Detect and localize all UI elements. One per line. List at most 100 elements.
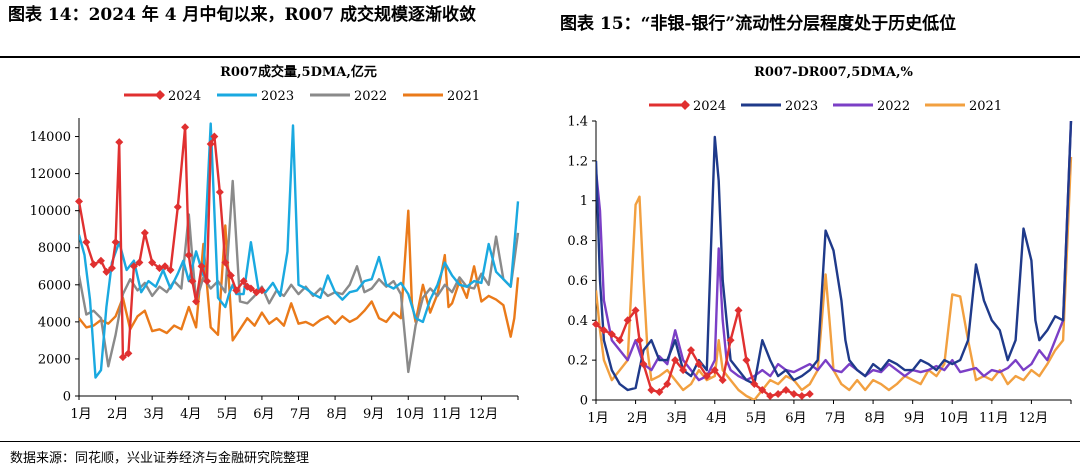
data-point-2024 (647, 386, 656, 395)
x-tick-label: 6月 (785, 411, 806, 426)
y-tick-label: 14000 (30, 130, 71, 145)
data-point-2024 (173, 202, 182, 211)
legend-entry-2022: 2022 (310, 89, 387, 104)
data-point-2024 (805, 390, 814, 399)
y-tick-label: 1.2 (567, 154, 588, 169)
data-point-2024 (82, 238, 91, 247)
x-tick-label: 9月 (363, 407, 384, 422)
y-tick-label: 1.4 (567, 115, 588, 130)
data-point-2024 (215, 188, 224, 197)
data-point-2024 (115, 138, 124, 147)
legend-entry-2024: 2024 (124, 89, 201, 104)
x-tick-label: 9月 (904, 411, 925, 426)
legend-label: 2023 (261, 89, 294, 104)
data-point-2024 (655, 388, 664, 397)
legend-entry-2021: 2021 (403, 89, 480, 104)
y-tick-label: 12000 (30, 167, 71, 182)
figure-title-left: 图表 14：2024 年 4 月中旬以来，R007 成交规模逐渐收敛 (8, 5, 477, 25)
data-point-2024 (232, 286, 241, 295)
series-line-2021 (596, 156, 1073, 400)
x-tick-label: 10月 (395, 407, 425, 422)
data-point-2024 (221, 258, 230, 267)
data-point-2024 (607, 330, 616, 339)
data-point-2024 (203, 277, 212, 286)
data-point-2024 (631, 306, 640, 315)
x-tick-label: 4月 (706, 411, 727, 426)
series-line-2022 (79, 179, 520, 374)
data-point-2024 (742, 356, 751, 365)
legend-entry-2024: 2024 (649, 99, 726, 114)
x-tick-label: 1月 (587, 411, 608, 426)
data-point-2024 (758, 386, 767, 395)
data-point-2024 (635, 336, 644, 345)
x-tick-label: 12月 (1019, 411, 1049, 426)
data-point-2024 (129, 262, 138, 271)
x-tick-label: 10月 (939, 411, 969, 426)
data-point-2024 (639, 360, 648, 369)
data-point-2024 (766, 392, 775, 401)
data-point-2024 (663, 380, 672, 389)
legend-entry-2022: 2022 (833, 99, 910, 114)
data-point-2024 (210, 132, 219, 141)
x-tick-label: 12月 (469, 407, 499, 422)
data-point-2024 (797, 392, 806, 401)
data-point-2024 (188, 277, 197, 286)
data-point-2024 (124, 349, 133, 358)
data-point-2024 (592, 320, 600, 329)
chart-title: R007成交量,5DMA,亿元 (220, 64, 377, 80)
legend-label: 2021 (969, 99, 1002, 114)
x-tick-label: 2月 (627, 411, 648, 426)
y-tick-label: 6000 (38, 278, 71, 293)
x-tick-label: 8月 (864, 411, 885, 426)
y-tick-label: 1 (580, 194, 588, 209)
data-point-2024 (206, 139, 215, 148)
legend-marker (680, 100, 690, 110)
series-line-2023 (79, 122, 520, 379)
data-point-2024 (118, 353, 127, 362)
r007-volume-chart: R007成交量,5DMA,亿元 2024 2023 2022 2021 0 2000 4000… (30, 64, 520, 422)
data-source-note: 数据来源：同花顺，兴业证券经济与金融研究院整理 (10, 451, 310, 466)
y-tick-label: 2000 (38, 352, 71, 367)
series-line-2021 (79, 209, 520, 342)
series-line-2023 (596, 120, 1073, 392)
y-tick-label: 0.8 (567, 234, 588, 249)
data-point-2024 (192, 297, 201, 306)
x-tick-label: 3月 (667, 411, 688, 426)
y-tick-label: 4000 (38, 315, 71, 330)
legend-label: 2021 (447, 89, 480, 104)
legend-entry-2021: 2021 (925, 99, 1002, 114)
figure-title-right: 图表 15：“非银-银行”流动性分层程度处于历史低位 (560, 14, 957, 34)
x-tick-label: 3月 (144, 407, 165, 422)
data-point-2024 (75, 197, 83, 206)
data-point-2024 (750, 380, 759, 389)
legend-marker (155, 90, 165, 100)
y-tick-label: 0.6 (567, 274, 588, 289)
x-tick-label: 4月 (180, 407, 201, 422)
y-tick-label: 8000 (38, 241, 71, 256)
data-point-2024 (718, 376, 727, 385)
data-point-2024 (135, 258, 144, 267)
data-point-2024 (694, 360, 703, 369)
legend-label: 2024 (168, 89, 201, 104)
x-tick-label: 5月 (217, 407, 238, 422)
data-point-2024 (257, 286, 266, 295)
data-point-2024 (107, 264, 116, 273)
data-point-2024 (782, 386, 790, 395)
legend-entry-2023: 2023 (741, 99, 818, 114)
data-point-2024 (774, 390, 783, 399)
data-point-2024 (184, 251, 193, 260)
data-point-2024 (615, 336, 624, 345)
legend-label: 2023 (785, 99, 818, 114)
y-tick-label: 0.4 (567, 314, 588, 329)
r007-dr007-spread-chart: R007-DR007,5DMA,% 2024 2023 2022 2021 0 0.2 0.4… (567, 65, 1073, 426)
data-point-2024 (166, 265, 175, 274)
data-point-2024 (239, 277, 248, 286)
y-tick-label: 0.2 (567, 354, 588, 369)
y-tick-label: 0 (63, 390, 71, 405)
data-point-2024 (702, 372, 711, 381)
data-point-2024 (148, 258, 157, 267)
y-tick-label: 0 (580, 394, 588, 409)
data-point-2024 (599, 326, 608, 335)
data-point-2024 (687, 346, 695, 355)
data-point-2024 (789, 390, 798, 399)
